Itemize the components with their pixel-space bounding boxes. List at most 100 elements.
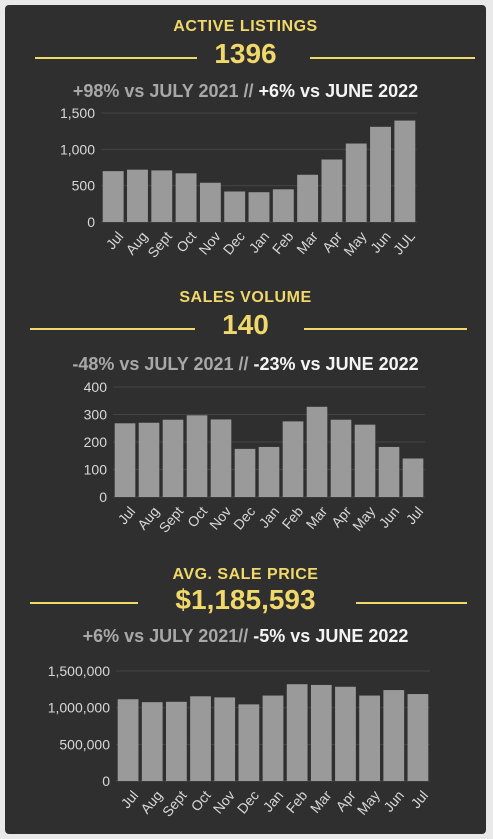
bar: [370, 126, 391, 222]
bar: [378, 446, 400, 497]
y-tick-label: 200: [84, 434, 108, 450]
x-tick-label: Sept: [155, 503, 186, 535]
x-tick-label: Apr: [328, 503, 354, 530]
y-tick-label: 1,500,000: [48, 663, 110, 679]
headline-rule-left: [30, 328, 195, 330]
bar: [127, 169, 148, 222]
bar: [321, 159, 343, 222]
x-tick-label: Dec: [234, 787, 262, 816]
headline-value: 140: [222, 309, 269, 340]
headline-rule-left: [30, 602, 138, 604]
bar: [262, 695, 284, 781]
active-listings-chart: 05001,0001,500JulAugSeptOctNovDecJanFebM…: [60, 105, 418, 261]
bar: [394, 120, 416, 222]
bar: [214, 697, 236, 781]
headline-rule-left: [35, 57, 197, 59]
bar: [175, 173, 197, 222]
y-tick-label: 100: [84, 462, 108, 478]
bar: [151, 170, 173, 222]
y-tick-label: 1,000: [60, 141, 95, 157]
bar: [286, 684, 308, 781]
x-tick-label: Oct: [173, 228, 199, 255]
compare-separator: //: [238, 626, 254, 646]
compare-prior-year: +6% vs JULY 2021: [82, 626, 239, 646]
x-tick-label: Jun: [376, 503, 403, 531]
x-tick-label: Jan: [256, 503, 283, 531]
bar: [330, 419, 352, 497]
bar: [224, 191, 246, 222]
bar: [310, 684, 332, 781]
x-tick-label: Feb: [279, 503, 307, 532]
y-tick-label: 0: [87, 214, 95, 230]
x-tick-label: Nov: [210, 787, 238, 816]
x-tick-label: Sept: [144, 228, 175, 260]
x-tick-label: Jun: [367, 228, 394, 256]
compare-prior-month: -5% vs JUNE 2022: [253, 626, 409, 646]
bar: [102, 171, 124, 222]
x-tick-label: Mar: [293, 228, 321, 257]
sales-volume-chart: 0100200300400JulAugSeptOctNovDecJanFebMa…: [84, 379, 427, 536]
x-tick-label: Dec: [220, 228, 248, 257]
bar: [190, 696, 211, 781]
bar: [383, 690, 405, 781]
bar: [162, 419, 184, 497]
x-tick-label: Sept: [159, 787, 190, 819]
x-tick-label: Nov: [206, 503, 234, 532]
bar: [210, 419, 232, 497]
x-tick-label: May: [354, 787, 383, 818]
y-tick-label: 0: [102, 773, 110, 789]
bar: [186, 415, 208, 497]
bar: [138, 422, 160, 497]
bar: [402, 458, 424, 497]
x-tick-label: May: [340, 228, 369, 259]
section-title: AVG. SALE PRICE: [172, 566, 319, 583]
section-title: ACTIVE LISTINGS: [173, 18, 318, 35]
y-tick-label: 300: [84, 407, 108, 423]
avg-sale-price-chart: 0500,0001,000,0001,500,000JulAugSeptOctN…: [48, 663, 431, 820]
bar: [306, 406, 328, 497]
comparison-text: -48% vs JULY 2021 // -23% vs JUNE 2022: [5, 354, 486, 375]
headline-value: 1396: [214, 38, 277, 69]
x-tick-label: Jan: [260, 787, 287, 815]
x-tick-label: Jul: [407, 787, 431, 811]
comparison-text: +98% vs JULY 2021 // +6% vs JUNE 2022: [5, 81, 486, 102]
section-title: SALES VOLUME: [179, 289, 312, 306]
bar: [282, 421, 304, 497]
x-tick-label: Jun: [380, 787, 407, 815]
x-tick-label: Jul: [403, 503, 427, 527]
y-tick-label: 0: [99, 489, 107, 505]
bar: [141, 702, 163, 781]
bar: [345, 143, 367, 222]
bar: [272, 189, 294, 222]
x-tick-label: Mar: [303, 503, 331, 532]
headline-value: $1,185,593: [175, 584, 316, 615]
x-tick-label: Apr: [332, 787, 358, 814]
x-tick-label: JUL: [390, 228, 418, 258]
bar: [114, 423, 136, 497]
x-tick-label: Apr: [319, 228, 345, 255]
bar: [359, 695, 381, 781]
x-tick-label: Mar: [307, 787, 335, 816]
x-tick-label: Nov: [195, 228, 223, 257]
x-tick-label: May: [349, 503, 378, 534]
headline-rule-right: [356, 602, 467, 604]
compare-prior-year: -48% vs JULY 2021: [72, 354, 234, 374]
bar: [234, 448, 256, 497]
bar: [238, 704, 260, 781]
headline-rule-right: [304, 328, 467, 330]
bar: [407, 694, 429, 781]
headline-rule-right: [310, 57, 475, 59]
bar: [258, 446, 280, 497]
y-tick-label: 500: [72, 178, 96, 194]
x-tick-label: Feb: [269, 228, 297, 257]
bar: [354, 424, 376, 497]
x-tick-label: Jan: [246, 228, 273, 256]
bar: [117, 699, 139, 781]
compare-separator: //: [238, 81, 259, 101]
compare-prior-month: +6% vs JUNE 2022: [258, 81, 419, 101]
y-tick-label: 500,000: [59, 736, 110, 752]
x-tick-label: Dec: [230, 503, 258, 532]
comparison-text: +6% vs JULY 2021// -5% vs JUNE 2022: [5, 626, 486, 647]
bar: [248, 192, 270, 222]
x-tick-label: Feb: [283, 787, 311, 816]
